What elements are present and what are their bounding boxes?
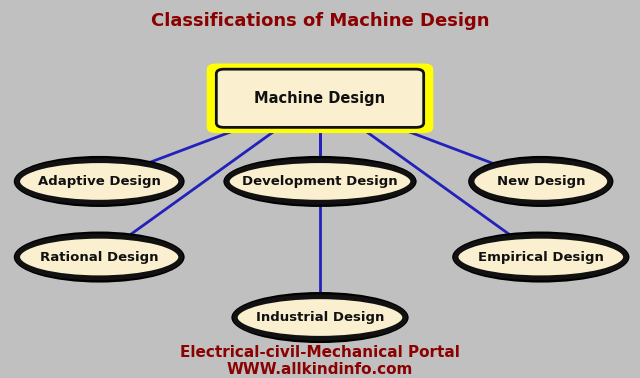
Ellipse shape — [14, 156, 184, 207]
Text: New Design: New Design — [497, 175, 585, 188]
Ellipse shape — [232, 292, 409, 343]
FancyBboxPatch shape — [207, 64, 433, 133]
Ellipse shape — [227, 161, 413, 202]
Ellipse shape — [236, 297, 405, 338]
Ellipse shape — [452, 231, 630, 283]
Text: WWW.allkindinfo.com: WWW.allkindinfo.com — [227, 362, 413, 377]
Ellipse shape — [14, 231, 184, 283]
Ellipse shape — [468, 156, 613, 207]
Ellipse shape — [223, 156, 417, 207]
Text: Electrical-civil-Mechanical Portal: Electrical-civil-Mechanical Portal — [180, 345, 460, 360]
Text: Empirical Design: Empirical Design — [478, 251, 604, 263]
Ellipse shape — [18, 161, 181, 202]
Text: Industrial Design: Industrial Design — [256, 311, 384, 324]
Text: Development Design: Development Design — [242, 175, 398, 188]
Ellipse shape — [472, 161, 609, 202]
Text: Adaptive Design: Adaptive Design — [38, 175, 161, 188]
Text: Classifications of Machine Design: Classifications of Machine Design — [151, 12, 489, 30]
Ellipse shape — [456, 236, 625, 278]
Text: Rational Design: Rational Design — [40, 251, 159, 263]
Ellipse shape — [18, 236, 181, 278]
Text: Machine Design: Machine Design — [255, 91, 385, 106]
FancyBboxPatch shape — [216, 69, 424, 127]
